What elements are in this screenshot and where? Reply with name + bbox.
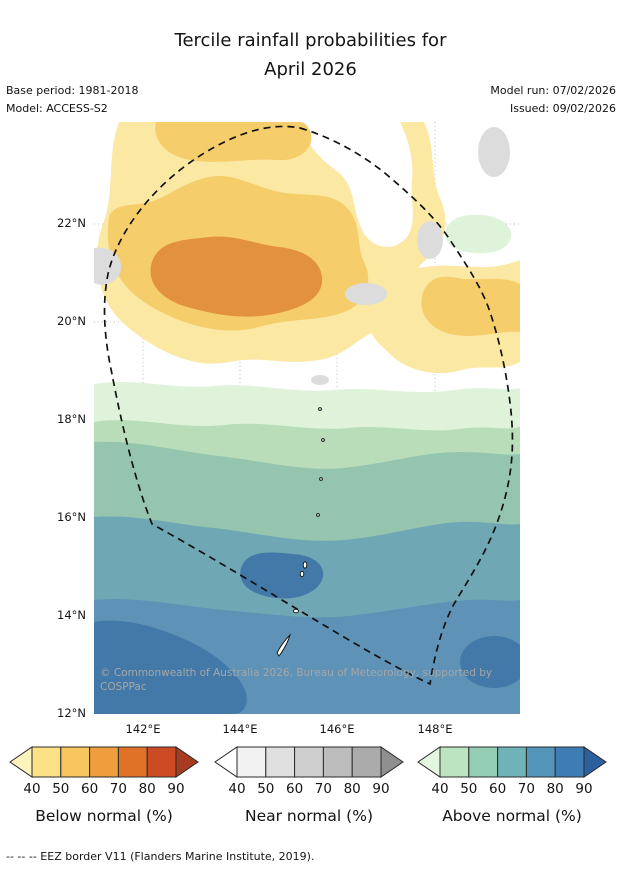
map-canvas <box>94 122 520 714</box>
colorbar-cell <box>9 746 33 778</box>
legend-tick: 80 <box>343 781 361 797</box>
legend-tick: 70 <box>109 781 127 797</box>
lon-tick-146e: 146°E <box>319 722 355 736</box>
contour-gold-right <box>421 276 520 336</box>
legend-ticks: 40 50 60 70 80 90 <box>213 781 405 799</box>
legend-below-normal: 40 50 60 70 80 90 Below normal (%) <box>8 746 200 825</box>
title-line-1: Tercile rainfall probabilities for <box>174 30 447 51</box>
legend-label-above-normal: Above normal (%) <box>442 807 582 825</box>
legend-colorbar-above <box>417 746 607 778</box>
legend-tick: 90 <box>167 781 185 797</box>
lon-tick-142e: 142°E <box>125 722 161 736</box>
meta-left: Base period: 1981-2018 Model: ACCESS-S2 <box>6 82 138 118</box>
legend-colorbar-near <box>214 746 404 778</box>
colorbar-cell <box>554 746 585 778</box>
eez-border-note: -- -- -- EEZ border V11 (Flanders Marine… <box>6 850 315 863</box>
colorbar-cell <box>497 746 527 778</box>
gray-patch <box>311 375 329 385</box>
legend-ticks: 40 50 60 70 80 90 <box>8 781 200 799</box>
island-shape <box>321 438 325 442</box>
lat-tick-16n: 16°N <box>57 510 86 524</box>
island-shape <box>293 608 299 614</box>
lat-tick-18n: 18°N <box>57 412 86 426</box>
legend-tick: 40 <box>228 781 246 797</box>
gray-patch <box>345 283 387 305</box>
colorbar-cell <box>117 746 148 778</box>
rainfall-probability-map: © Commonwealth of Australia 2026, Bureau… <box>94 122 520 714</box>
colorbar-cell <box>31 746 62 778</box>
legend-tick: 80 <box>546 781 564 797</box>
contour-white-notch <box>300 122 413 248</box>
page-title: Tercile rainfall probabilities for April… <box>0 26 621 84</box>
colorbar-cell <box>294 746 324 778</box>
islands <box>276 407 325 657</box>
colorbar-cell <box>236 746 267 778</box>
base-period-text: Base period: 1981-2018 <box>6 84 139 97</box>
title-line-2: April 2026 <box>264 59 357 80</box>
island-shape <box>319 477 323 481</box>
legend-colorbar-below <box>9 746 199 778</box>
legend-tick: 50 <box>52 781 70 797</box>
colorbar-cell <box>417 746 441 778</box>
island-shape <box>316 513 320 517</box>
island-shape <box>299 570 305 578</box>
colorbar-cell <box>175 746 199 778</box>
colorbar-cell <box>214 746 238 778</box>
legend-tick: 90 <box>575 781 593 797</box>
legend-tick: 60 <box>489 781 507 797</box>
colorbar-cell <box>583 746 607 778</box>
colorbar-cell <box>380 746 404 778</box>
legend-tick: 70 <box>517 781 535 797</box>
gray-patch <box>417 221 443 259</box>
legend-tick: 40 <box>431 781 449 797</box>
colorbar-cell <box>439 746 470 778</box>
contour-gold-top <box>155 122 312 162</box>
colorbar-cell <box>60 746 91 778</box>
island-shape <box>302 561 308 569</box>
legend-label-near-normal: Near normal (%) <box>245 807 373 825</box>
lat-tick-12n: 12°N <box>57 706 86 720</box>
legend-tick: 70 <box>314 781 332 797</box>
legend-tick: 90 <box>372 781 390 797</box>
legend-tick: 50 <box>460 781 478 797</box>
model-text: Model: ACCESS-S2 <box>6 102 108 115</box>
legend-label-below-normal: Below normal (%) <box>35 807 173 825</box>
contour-dark-blue-bottom-left <box>94 620 247 714</box>
legend-near-normal: 40 50 60 70 80 90 Near normal (%) <box>213 746 405 825</box>
lat-tick-22n: 22°N <box>57 216 86 230</box>
legend-tick: 50 <box>257 781 275 797</box>
colorbar-cell <box>146 746 177 778</box>
lat-tick-20n: 20°N <box>57 314 86 328</box>
contour-dark-blue-bottom-right <box>460 636 520 688</box>
lon-tick-144e: 144°E <box>222 722 258 736</box>
legend-above-normal: 40 50 60 70 80 90 Above normal (%) <box>416 746 608 825</box>
colorbar-cell <box>89 746 119 778</box>
island-guam <box>276 633 292 657</box>
copyright-text: © Commonwealth of Australia 2026, Bureau… <box>100 667 493 693</box>
contour-orange-core <box>150 236 323 317</box>
gray-patch <box>478 127 510 177</box>
contour-mint-patch-right <box>445 214 512 254</box>
model-run-text: Model run: 07/02/2026 <box>490 84 616 97</box>
legend-tick: 80 <box>138 781 156 797</box>
colorbar-cell <box>351 746 382 778</box>
lon-tick-148e: 148°E <box>417 722 453 736</box>
gray-patch <box>94 247 122 285</box>
legend-tick: 40 <box>23 781 41 797</box>
colorbar-cell <box>265 746 296 778</box>
eez-border-line <box>103 125 514 686</box>
legend-ticks: 40 50 60 70 80 90 <box>416 781 608 799</box>
contour-dark-blue-mid <box>240 552 324 599</box>
lat-tick-14n: 14°N <box>57 608 86 622</box>
colorbar-cell <box>322 746 353 778</box>
meta-right: Model run: 07/02/2026 Issued: 09/02/2026 <box>490 82 616 118</box>
colorbar-cell <box>468 746 499 778</box>
issued-text: Issued: 09/02/2026 <box>509 102 616 115</box>
colorbar-cell <box>525 746 556 778</box>
legend-tick: 60 <box>286 781 304 797</box>
island-shape <box>318 407 322 411</box>
legend-tick: 60 <box>81 781 99 797</box>
